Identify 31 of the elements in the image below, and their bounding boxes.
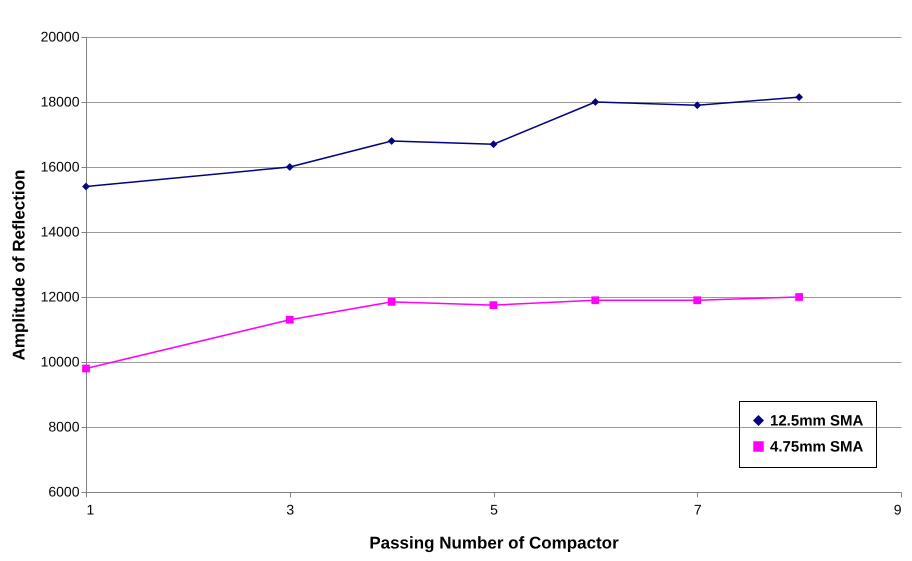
x-tick-label: 7 xyxy=(694,502,702,518)
point xyxy=(592,98,600,106)
y-tick-label: 20000 xyxy=(40,28,80,44)
y-axis-title: Amplitude of Reflection xyxy=(10,170,29,360)
x-tick-label: 3 xyxy=(286,502,294,518)
point xyxy=(286,316,294,324)
y-tick-label: 14000 xyxy=(40,224,80,240)
legend-label: 12.5mm SMA xyxy=(770,412,864,430)
point xyxy=(592,296,600,304)
y-tick-label: 16000 xyxy=(40,158,80,174)
y-tick-label: 18000 xyxy=(40,94,80,110)
point xyxy=(82,364,90,372)
x-tick-label: 1 xyxy=(86,502,94,518)
point xyxy=(693,101,702,110)
y-tick-label: 10000 xyxy=(40,354,80,370)
point xyxy=(286,163,294,171)
point xyxy=(693,296,702,304)
legend-label: 4.75mm SMA xyxy=(770,438,864,456)
y-tick-label: 12000 xyxy=(40,288,80,304)
point xyxy=(82,182,90,190)
x-tick-label: 5 xyxy=(490,502,498,518)
point xyxy=(490,140,498,148)
point xyxy=(795,293,803,301)
point xyxy=(490,301,498,309)
point xyxy=(388,298,396,306)
y-tick-label: 6000 xyxy=(48,484,80,500)
point xyxy=(795,93,803,101)
x-tick-label: 9 xyxy=(894,502,902,518)
point xyxy=(388,137,396,145)
x-axis-title: Passing Number of Compactor xyxy=(369,534,620,552)
y-tick-label: 8000 xyxy=(48,418,80,434)
